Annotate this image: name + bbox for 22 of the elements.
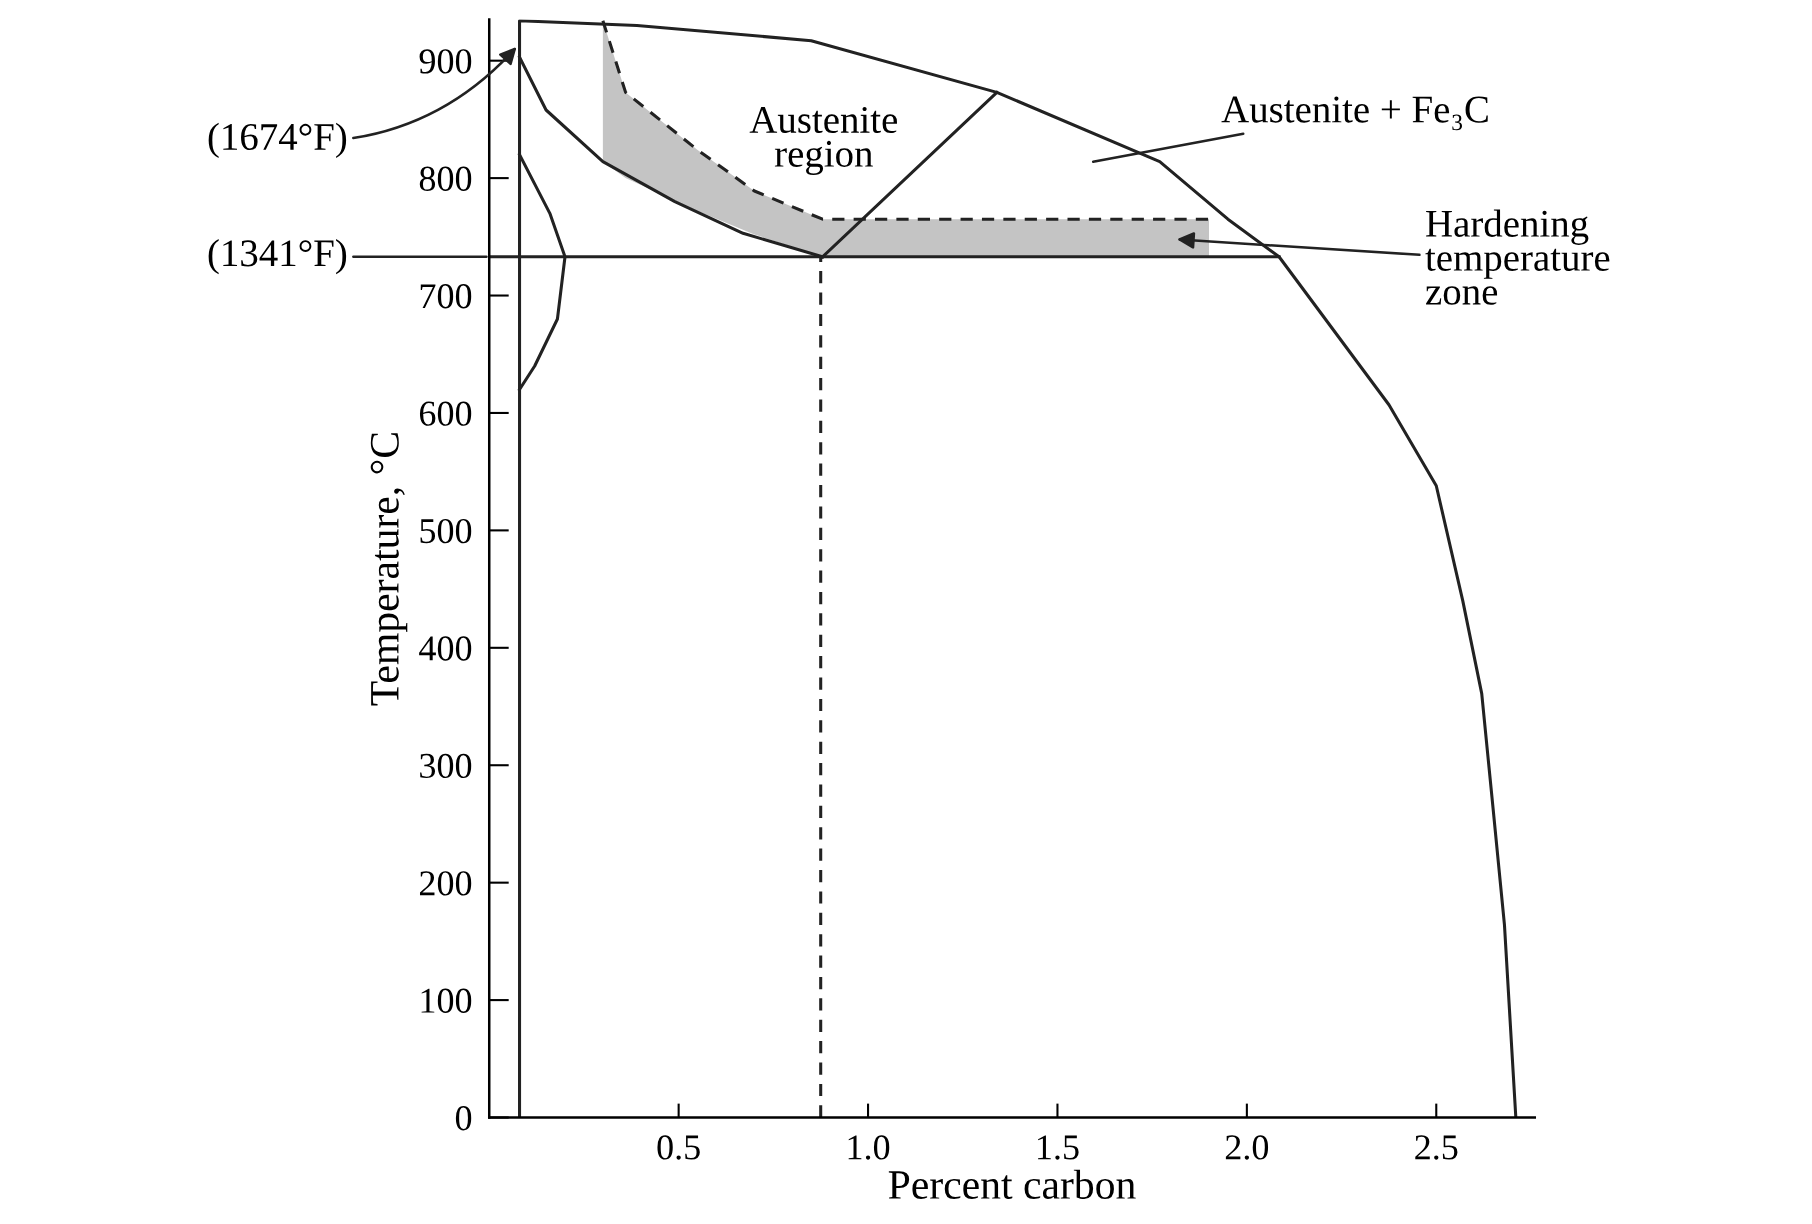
x-tick-label: 1.5 [1038,1135,1079,1160]
y-tick-label: 600 [419,401,472,426]
x-tick-label: 2.0 [1225,1135,1269,1160]
y-axis-title: Temperature, °C [370,433,408,706]
y-tick-label: 100 [421,988,472,1013]
y-tick-label: 300 [420,753,472,779]
x-axis-title: Percent carbon [888,1169,1136,1200]
y-tick-label: 800 [419,166,472,191]
x-tick-label: 0.5 [657,1135,700,1160]
x-tick-label: 2.5 [1415,1135,1458,1160]
x-tick-label: 1.0 [848,1135,890,1160]
text: (1341°F) [208,239,347,275]
annotation: Austenite + Fe₃C [1221,96,1488,131]
y-tick-label: 900 [419,49,472,74]
annotation: Hardening temperature zone [1425,209,1610,305]
y-tick-label: 700 [420,284,472,309]
y-tick-label: 500 [420,518,472,544]
y-tick-label: 0 [455,1106,472,1131]
annotation: Austenite region [749,106,897,175]
y-tick-label: 400 [419,636,472,661]
text: (1674°F) [208,122,347,158]
y-tick-label: 200 [419,871,472,896]
